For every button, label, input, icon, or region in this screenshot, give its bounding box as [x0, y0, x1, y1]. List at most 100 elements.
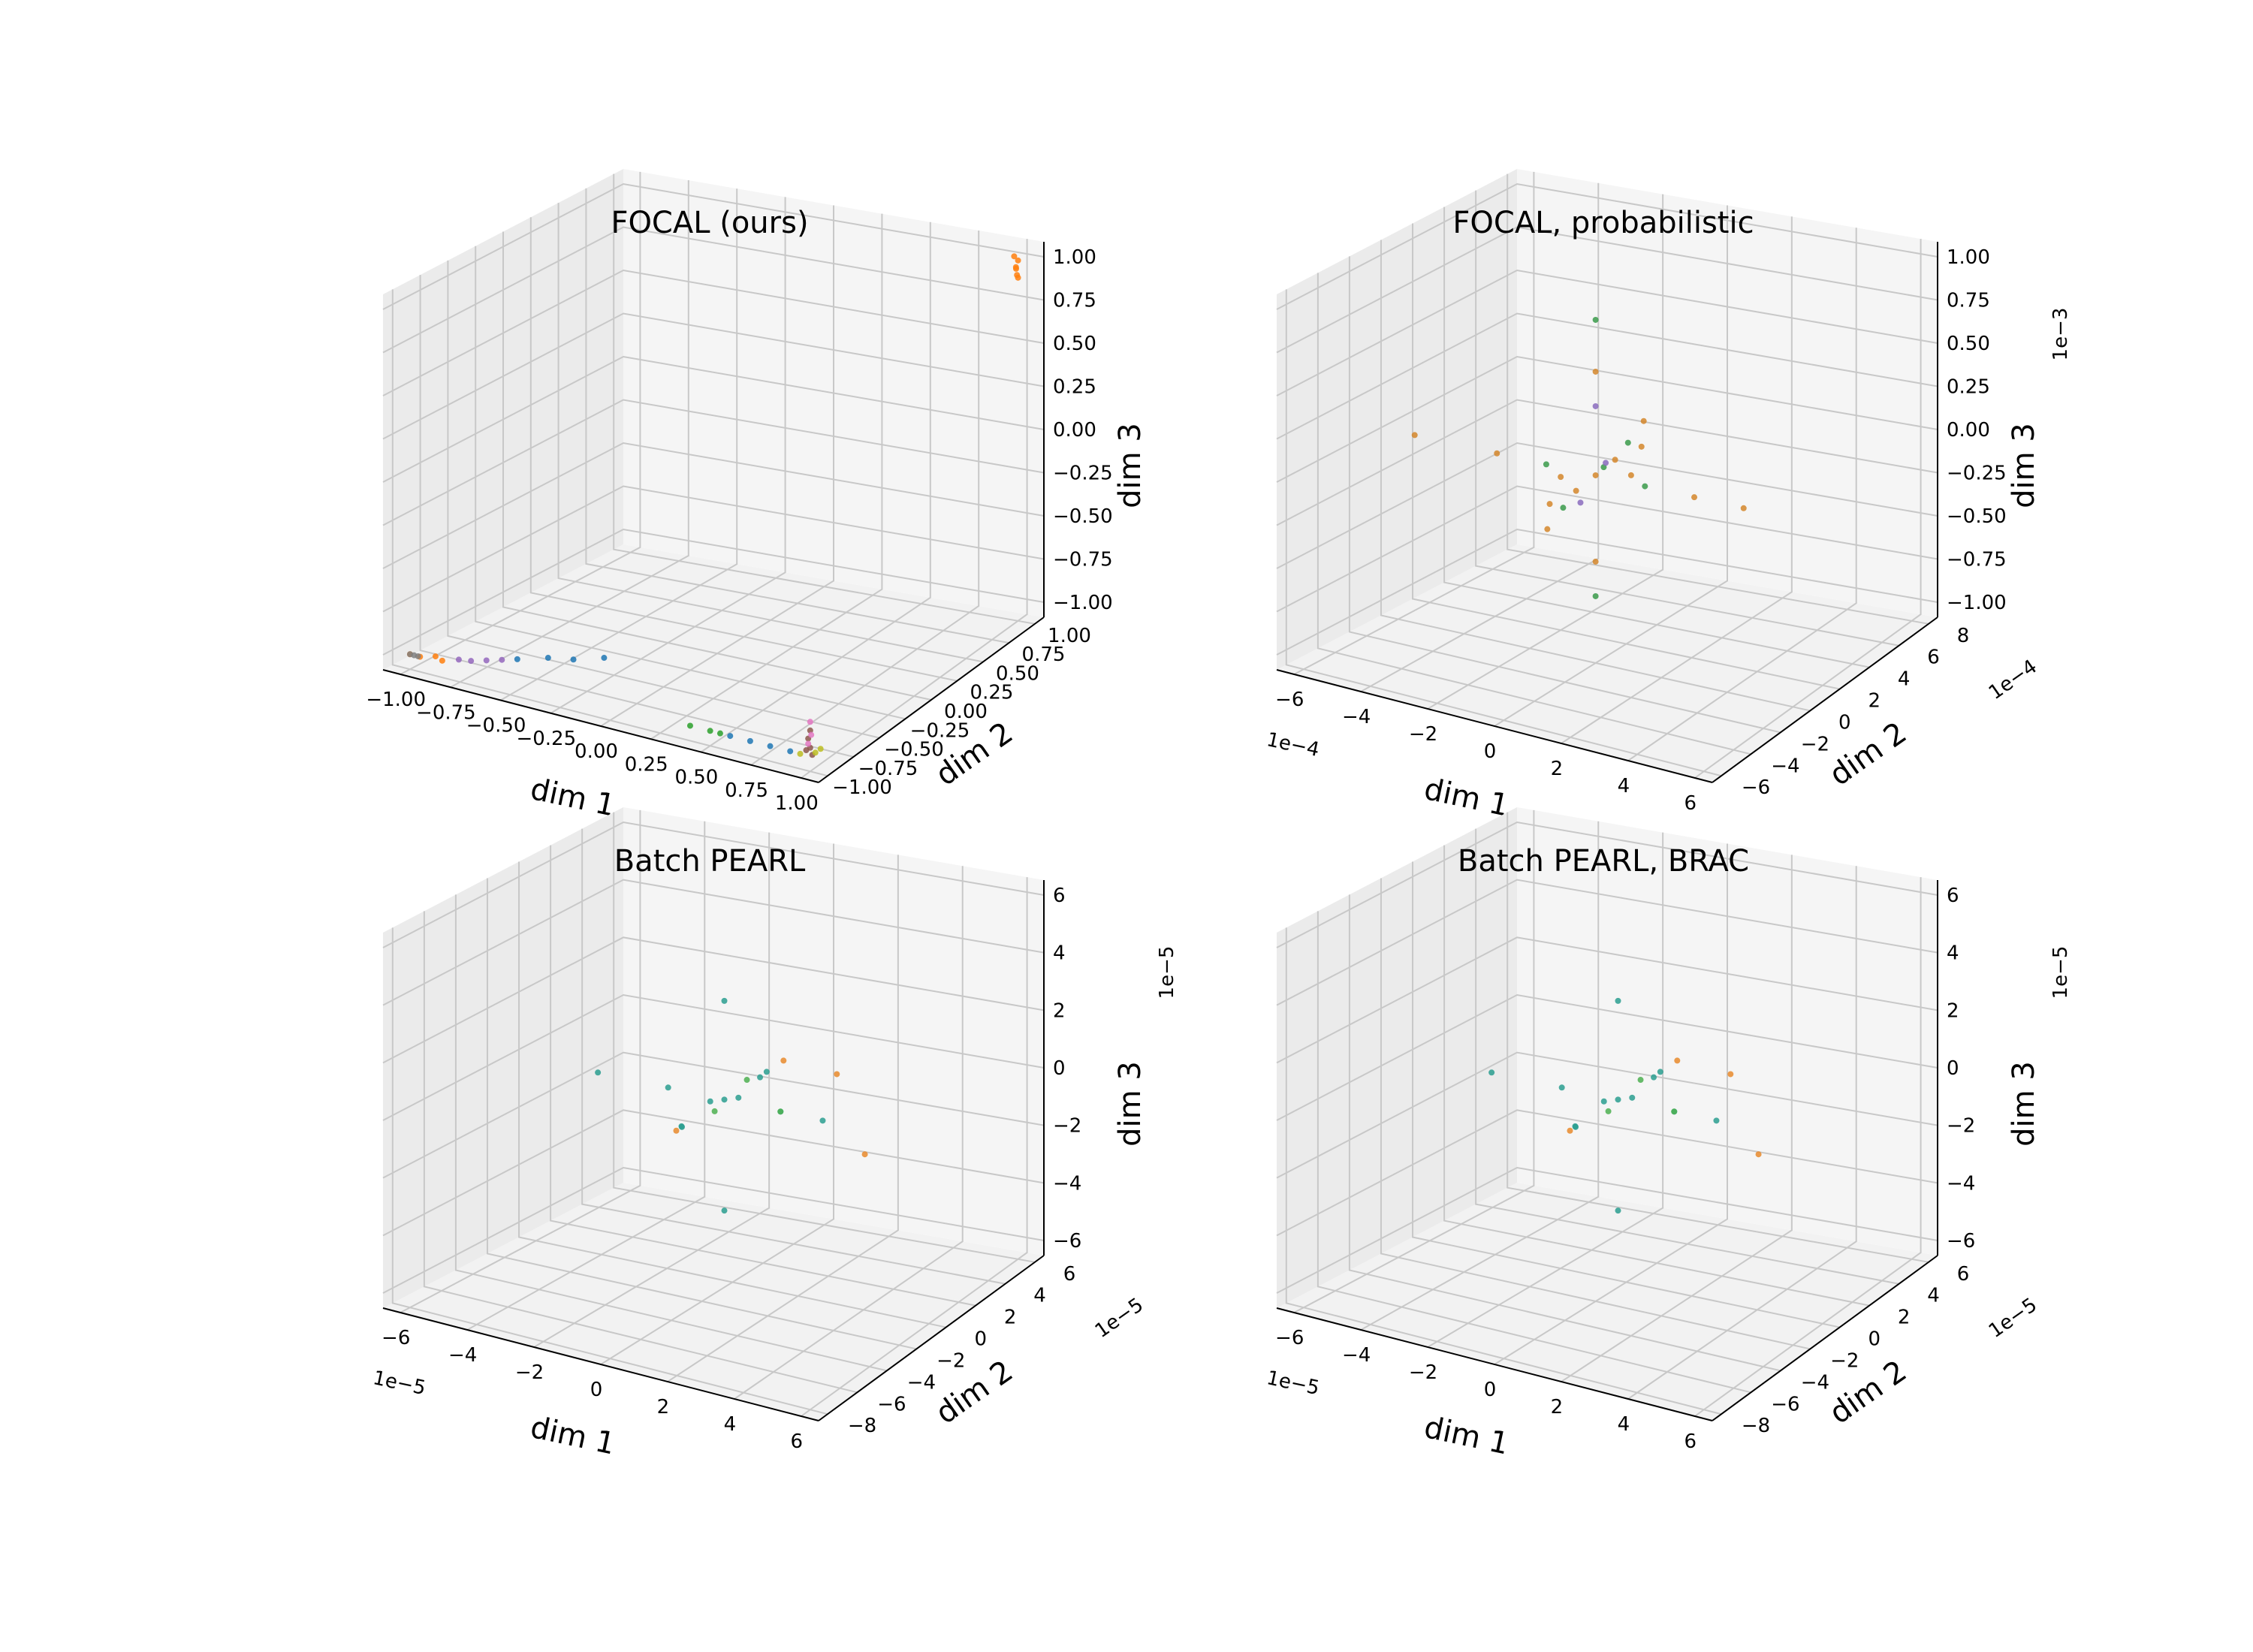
z-tick-label: 0.75 — [1947, 290, 1990, 312]
z-gridline — [382, 1051, 1045, 1179]
z-tick-label: 0 — [1053, 1057, 1066, 1080]
y-tick-label: 4 — [1927, 1285, 1940, 1307]
y-gridline — [447, 260, 880, 739]
z-gridline — [1276, 355, 1938, 483]
z-tick-label: 0.75 — [1053, 290, 1096, 312]
z-axis-label: dim 3 — [1113, 1061, 1148, 1147]
z-tick-label: −6 — [1053, 1230, 1081, 1253]
x-tick-label: 4 — [724, 1413, 737, 1436]
x-gridline — [500, 188, 738, 701]
x-tick-label: 6 — [1684, 792, 1697, 815]
data-point — [803, 747, 810, 754]
data-point — [1577, 499, 1584, 506]
x-gridline — [1561, 855, 1793, 1382]
chart-title: Batch PEARL — [614, 844, 806, 879]
z-gridline — [382, 399, 1045, 526]
data-point — [1755, 1151, 1762, 1158]
x-tick-label: −2 — [515, 1361, 544, 1384]
data-point — [1657, 1069, 1663, 1075]
data-point — [721, 1207, 728, 1214]
z-tick-label: −0.50 — [1947, 505, 2007, 528]
x-tick-label: −6 — [1275, 1327, 1304, 1349]
y-gridline — [1443, 206, 1870, 668]
y-gridline — [475, 246, 906, 720]
y-tick-label: 0 — [974, 1328, 987, 1351]
data-point — [1637, 1077, 1644, 1084]
z-tick-label: 6 — [1053, 885, 1066, 907]
z-axis-label: dim 3 — [2007, 423, 2041, 508]
y-gridline — [1475, 190, 1899, 647]
z-tick-label: −0.25 — [1947, 463, 2007, 485]
x-tick-label: 0 — [590, 1379, 603, 1401]
data-point — [1638, 443, 1645, 450]
y-gridline — [454, 894, 888, 1372]
x-axis-label: dim 1 — [1421, 1410, 1512, 1462]
data-point — [499, 656, 505, 663]
x-axis-label: dim 1 — [527, 772, 618, 824]
data-point — [1592, 368, 1599, 375]
data-point — [763, 1069, 770, 1075]
x-gridline — [1494, 205, 1728, 727]
x-tick-label: 0 — [1484, 1379, 1497, 1401]
x-gridline — [667, 855, 899, 1382]
data-point — [1544, 526, 1551, 532]
z-gridline — [382, 1109, 1045, 1237]
y-tick-label: 1.00 — [1048, 625, 1091, 647]
data-point — [1015, 274, 1021, 281]
data-point — [721, 1096, 728, 1103]
x-tick-label: −2 — [1409, 723, 1437, 746]
y-axis-line — [818, 1255, 1045, 1421]
x-tick-label: 0.25 — [625, 753, 668, 776]
data-point — [707, 1098, 713, 1105]
data-point — [1592, 472, 1599, 478]
x-gridline — [801, 239, 1028, 779]
data-point — [1624, 439, 1631, 446]
x-axis-line — [1276, 669, 1713, 783]
z-gridline — [382, 936, 1045, 1064]
y-gridline — [423, 911, 858, 1394]
data-point — [1567, 1127, 1573, 1134]
z-tick-label: 4 — [1947, 942, 1959, 965]
data-point — [716, 730, 723, 737]
x-tick-label: −4 — [448, 1344, 477, 1367]
data-point — [1573, 487, 1579, 494]
data-point — [767, 743, 774, 749]
z-gridline — [382, 269, 1045, 396]
y-gridline — [581, 828, 1006, 1285]
z-gridline — [382, 993, 1045, 1121]
y-gridline — [391, 289, 828, 777]
x-gridline — [1360, 821, 1600, 1331]
z-offset-label: 1e−5 — [2049, 946, 2072, 999]
y-gridline — [1348, 256, 1781, 734]
z-gridline — [1276, 821, 1938, 948]
y-tick-label: 2 — [1868, 690, 1881, 713]
data-point — [678, 1123, 685, 1130]
z-gridline — [382, 528, 1045, 656]
data-point — [805, 740, 812, 747]
y-tick-label: −4 — [1801, 1371, 1829, 1394]
y-gridline — [1443, 845, 1870, 1307]
x-tick-label: 0.75 — [725, 779, 768, 802]
chart-title: Batch PEARL, BRAC — [1458, 844, 1749, 879]
z-gridline — [1276, 879, 1938, 1006]
x-gridline — [1360, 182, 1600, 692]
x-gridline — [750, 230, 980, 766]
z-gridline — [382, 182, 1045, 310]
y-gridline — [518, 861, 946, 1328]
z-gridline — [382, 226, 1045, 354]
x-tick-label: 0.00 — [575, 740, 618, 763]
z-gridline — [1276, 399, 1938, 526]
y-offset-label: 1e−5 — [1091, 1294, 1148, 1343]
y-gridline — [486, 878, 917, 1350]
x-gridline — [600, 205, 834, 727]
data-point — [780, 1057, 787, 1064]
z-tick-label: −0.25 — [1053, 463, 1113, 485]
y-axis-label: dim 2 — [1823, 716, 1913, 793]
z-gridline — [382, 485, 1045, 613]
y-tick-label: −0.25 — [910, 719, 970, 742]
x-offset-label: 1e−5 — [371, 1367, 428, 1400]
y-tick-label: 0.50 — [996, 662, 1039, 685]
x-tick-label: −6 — [382, 1327, 410, 1349]
y-tick-label: −4 — [1771, 755, 1799, 777]
